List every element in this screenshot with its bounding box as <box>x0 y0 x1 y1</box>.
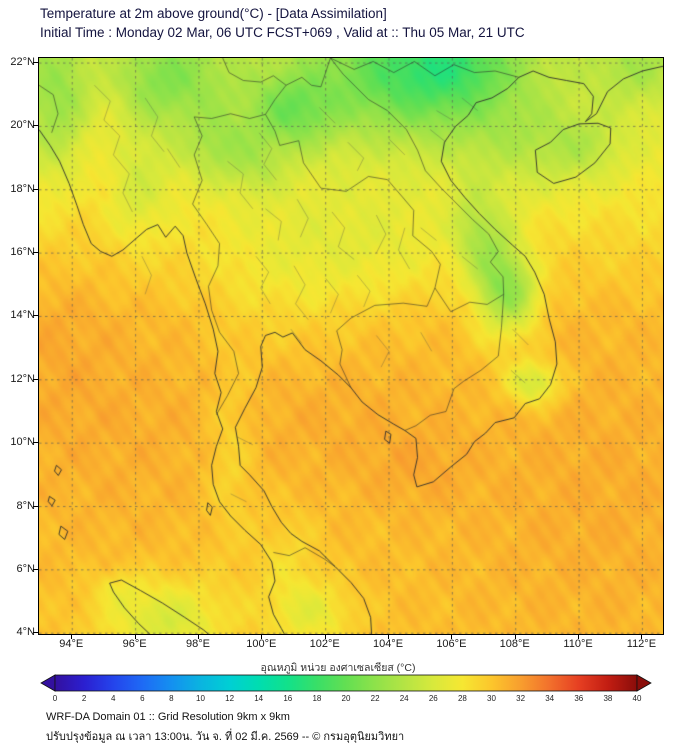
colorbar-tick-label: 14 <box>254 694 264 703</box>
lon-tick-mark <box>197 635 199 639</box>
lon-tick-mark <box>451 635 453 639</box>
lon-tick-label: 108°E <box>499 638 530 650</box>
lat-tick-label: 16°N <box>10 246 35 259</box>
colorbar-tick-label: 24 <box>399 694 409 703</box>
footer-update-info: ปรับปรุงข้อมูล ณ เวลา 13:00น. วัน จ. ที่… <box>46 731 405 743</box>
colorbar-underflow-arrow <box>40 674 56 692</box>
lat-tick-mark <box>33 315 38 317</box>
colorbar-tick-label: 40 <box>632 694 642 703</box>
lon-tick-label: 96°E <box>122 638 147 650</box>
lon-tick-mark <box>71 635 73 639</box>
temperature-map-canvas <box>39 58 663 634</box>
lat-tick-label: 18°N <box>10 182 35 195</box>
colorbar-tick-label: 12 <box>225 694 235 703</box>
colorbar-tick-label: 16 <box>283 694 293 703</box>
lat-tick-mark <box>33 505 38 507</box>
lat-tick-label: 4°N <box>16 626 35 639</box>
map-plot-area <box>38 57 664 635</box>
lon-tick-mark <box>134 635 136 639</box>
colorbar-tick-label: 32 <box>516 694 526 703</box>
colorbar-tick-label: 2 <box>81 694 87 703</box>
colorbar-tick-label: 30 <box>487 694 496 703</box>
lon-tick-mark <box>514 635 516 639</box>
lon-tick-label: 94°E <box>59 638 84 650</box>
lon-tick-mark <box>578 635 580 639</box>
lon-tick-mark <box>388 635 389 639</box>
colorbar-overflow-arrow <box>636 674 652 692</box>
lon-tick-label: 112°E <box>626 638 657 650</box>
lon-tick-mark <box>641 635 643 639</box>
lat-tick-mark <box>33 632 38 634</box>
colorbar-tick-label: 4 <box>110 694 116 703</box>
colorbar-tick-label: 36 <box>574 694 584 703</box>
lon-tick-label: 104°E <box>372 638 404 650</box>
lat-tick-mark <box>33 125 38 127</box>
page-title: Temperature at 2m above ground(°C) - [Da… <box>40 6 387 21</box>
colorbar-gradient <box>54 674 638 692</box>
lat-tick-mark <box>33 568 38 570</box>
colorbar-tick-label: 28 <box>457 694 467 703</box>
lat-tick-label: 20°N <box>10 119 35 132</box>
colorbar-tick-label: 10 <box>196 694 205 703</box>
lat-tick-label: 22°N <box>10 56 35 69</box>
lat-tick-mark <box>33 442 38 444</box>
lat-tick-label: 10°N <box>10 436 35 449</box>
colorbar-tick-label: 38 <box>603 694 613 703</box>
page-subtitle: Initial Time : Monday 02 Mar, 06 UTC FCS… <box>40 25 525 40</box>
lat-tick-label: 6°N <box>16 562 35 575</box>
footer-domain-info: WRF-DA Domain 01 :: Grid Resolution 9km … <box>46 711 290 723</box>
lon-tick-label: 102°E <box>309 638 340 650</box>
colorbar-tick-label: 22 <box>370 694 380 703</box>
lat-tick-label: 8°N <box>16 499 35 512</box>
colorbar-tick-label: 0 <box>52 694 58 703</box>
lat-tick-mark <box>33 188 38 190</box>
colorbar-tick-label: 6 <box>140 694 145 703</box>
lon-tick-label: 110°E <box>563 638 593 650</box>
colorbar-tick-label: 18 <box>312 694 322 703</box>
colorbar-tick-label: 20 <box>341 694 351 703</box>
colorbar-tick-label: 8 <box>169 694 174 703</box>
lon-tick-label: 100°E <box>246 638 277 650</box>
lat-tick-label: 14°N <box>10 309 35 322</box>
lat-tick-mark <box>33 252 38 254</box>
lon-tick-label: 106°E <box>436 638 467 650</box>
lon-tick-mark <box>324 635 326 639</box>
colorbar <box>40 674 652 692</box>
colorbar-tick-label: 34 <box>545 694 555 703</box>
lon-tick-mark <box>261 635 263 639</box>
colorbar-label: อุณหภูมิ หน่วย องศาเซลเซียส (°C) <box>260 662 416 674</box>
lat-tick-mark <box>33 62 38 64</box>
lat-tick-label: 12°N <box>10 372 35 385</box>
lat-tick-mark <box>33 378 38 380</box>
colorbar-tick-label: 26 <box>428 694 438 703</box>
lon-tick-label: 98°E <box>185 638 210 650</box>
